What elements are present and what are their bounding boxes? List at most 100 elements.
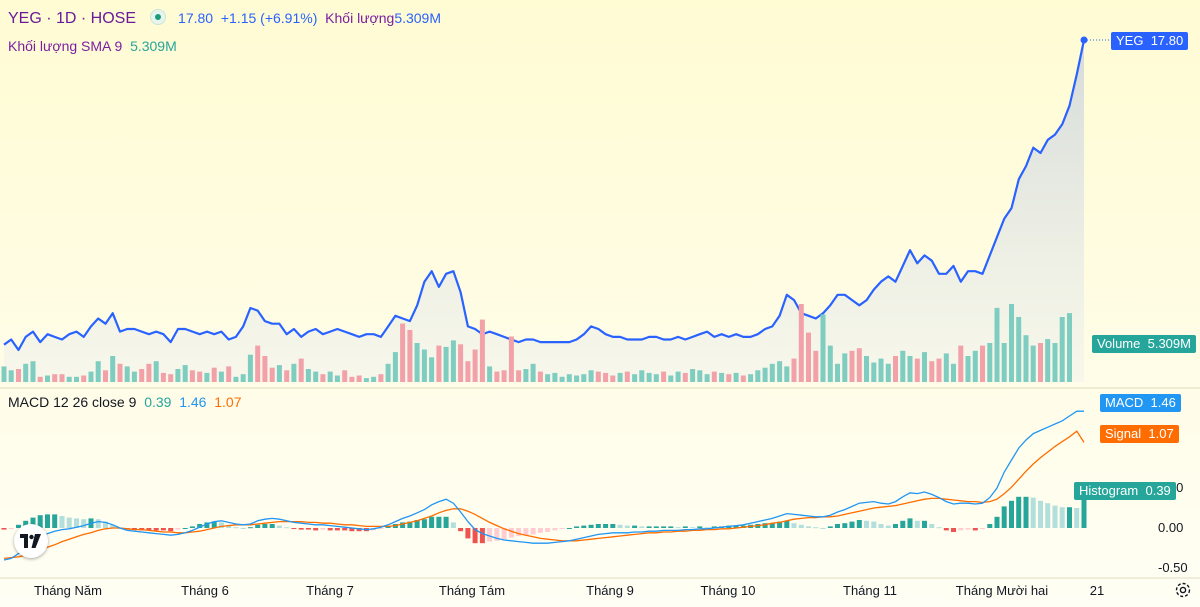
volume-bar (777, 361, 783, 382)
volume-bar (291, 363, 297, 382)
histogram-bar (291, 528, 297, 529)
volume-bar (922, 352, 927, 382)
volume-bar (748, 374, 754, 382)
histogram-bar (1038, 500, 1043, 528)
macd-tag: MACD 1.46 (1100, 394, 1181, 412)
volume-bar (639, 370, 645, 382)
volume-bar (704, 374, 710, 382)
histogram-bar (849, 521, 855, 528)
histogram-bar (980, 528, 985, 529)
volume-bar (450, 340, 456, 382)
histogram-bar (972, 528, 978, 531)
histogram-bar (530, 528, 536, 535)
sma-legend[interactable]: Khối lượng SMA 9 5.309M (8, 38, 177, 54)
histogram-bar (965, 528, 971, 530)
volume-bar (233, 376, 239, 382)
histogram-bar (356, 528, 362, 532)
symbol-title[interactable]: YEG · 1D · HOSE (8, 10, 137, 27)
macd-tag-value: 1.46 (1150, 395, 1176, 410)
volume-bar (305, 369, 311, 382)
volume-bar (262, 356, 268, 382)
volume-bar (893, 356, 898, 382)
histogram-bar (204, 522, 210, 528)
histogram-bar (255, 524, 261, 528)
volume-bar (218, 371, 224, 382)
histogram-bar (958, 528, 964, 531)
volume-bars (1, 304, 1072, 382)
volume-bar (334, 375, 340, 382)
volume-bar (197, 371, 203, 382)
volume-bar (407, 330, 413, 382)
volume-bar (878, 358, 884, 382)
volume-bar (581, 374, 587, 382)
volume-bar (16, 369, 21, 382)
volume-bar (755, 370, 761, 382)
volume-bar (139, 369, 145, 382)
histogram-bar (668, 526, 674, 528)
gear-icon[interactable] (1174, 581, 1192, 599)
volume-bar (791, 358, 797, 382)
macd-legend[interactable]: MACD 12 26 close 9 0.39 1.46 1.07 (8, 394, 242, 410)
volume-bar (153, 361, 159, 382)
volume-bar (958, 345, 964, 382)
volume-bar (552, 372, 558, 382)
volume-bar (501, 370, 507, 382)
volume-bar (849, 350, 855, 382)
histogram-bar (1045, 503, 1051, 528)
volume-bar (385, 363, 391, 382)
volume-bar (1001, 343, 1007, 382)
volume-bar (465, 361, 471, 382)
volume-bar (189, 370, 195, 382)
volume-bar (472, 349, 478, 382)
histogram-bar (298, 528, 304, 530)
volume-bar (762, 367, 768, 382)
histogram-bar (893, 524, 898, 528)
volume-bar (110, 356, 116, 382)
histogram-bar (313, 528, 319, 531)
volume-bar (675, 371, 681, 382)
volume-bar (907, 356, 913, 382)
volume-bar (813, 350, 819, 382)
histogram-bar (8, 528, 14, 529)
histogram-bar (914, 520, 920, 528)
volume-bar (668, 375, 674, 382)
sma-value: 5.309M (130, 38, 177, 54)
histogram-bar (37, 515, 43, 528)
histogram-bar (632, 525, 638, 528)
volume-bar (494, 371, 500, 382)
volume-bar (378, 374, 384, 382)
histogram-bar (103, 521, 108, 528)
volume-bar (45, 375, 50, 382)
histogram-bar (624, 525, 630, 528)
histogram-bar (465, 528, 471, 539)
time-axis-tick: Tháng 7 (306, 583, 354, 598)
volume-bar (81, 375, 87, 382)
histogram-bar (59, 516, 65, 528)
volume-bar (624, 371, 630, 382)
volume-bar (653, 374, 659, 382)
histogram-bar (864, 520, 869, 528)
histogram-bar (247, 527, 253, 529)
tradingview-logo-icon[interactable] (14, 524, 48, 558)
histogram-bar (617, 524, 623, 528)
histogram-tag: Histogram 0.39 (1074, 482, 1176, 500)
time-axis-tick: Tháng Năm (34, 583, 102, 598)
histogram-bar (182, 528, 188, 529)
volume-bar (392, 352, 398, 382)
histogram-bar (929, 524, 935, 528)
histogram-bar (784, 520, 790, 528)
histogram-tag-name: Histogram (1079, 483, 1139, 498)
volume-bar (508, 336, 514, 382)
volume-bar (1030, 345, 1036, 382)
histogram-bar (501, 528, 507, 540)
market-status-icon (150, 9, 167, 25)
volume-bar (436, 345, 442, 382)
volume-bar (59, 374, 65, 382)
volume-bar (103, 370, 108, 382)
histogram-bar (74, 518, 79, 528)
volume-bar (1052, 343, 1058, 382)
macd-pane[interactable] (1, 410, 1087, 561)
price-pane[interactable] (3, 36, 1110, 383)
histogram-bar (110, 524, 116, 528)
